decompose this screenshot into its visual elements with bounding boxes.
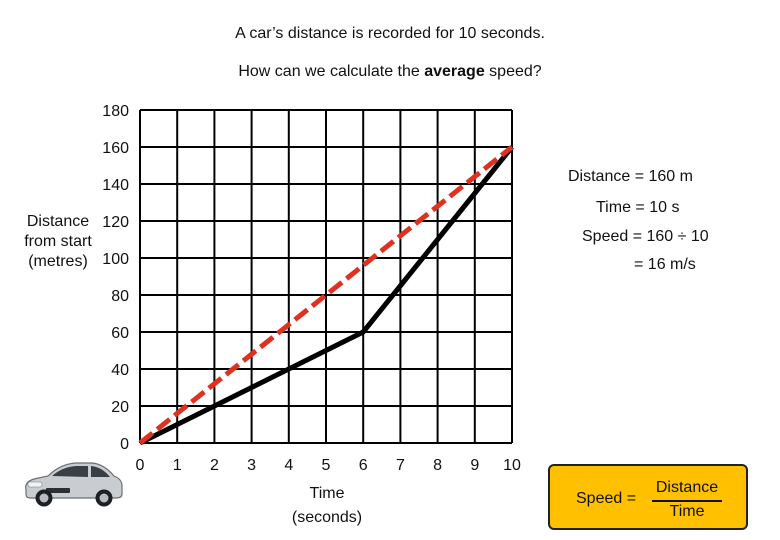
speed-formula-box: Speed = Distance Time [548, 464, 748, 530]
title-line-2: How can we calculate the average speed? [0, 63, 780, 81]
x-tick-label-1: 1 [173, 457, 182, 474]
x-tick-label-2: 2 [210, 457, 219, 474]
chart-series [138, 145, 514, 446]
formula-denominator: Time [669, 503, 705, 520]
y-tick-label-6: 120 [102, 214, 129, 231]
title-text-before: How can we calculate the [238, 63, 425, 80]
y-tick-label-2: 40 [111, 362, 129, 379]
y-tick-label-3: 60 [111, 325, 129, 342]
formula-lhs: Speed = [576, 490, 637, 507]
y-tick-label-4: 80 [111, 288, 129, 305]
calc-result: = 16 m/s [634, 256, 696, 273]
title-text-after: speed? [484, 63, 542, 80]
y-tick-label-9: 180 [102, 103, 129, 120]
x-tick-label-7: 7 [396, 457, 405, 474]
x-tick-label-4: 4 [284, 457, 293, 474]
y-tick-label-8: 160 [102, 140, 129, 157]
y-tick-label-0: 0 [120, 436, 129, 453]
y-tick-label-7: 140 [102, 177, 129, 194]
x-tick-label-9: 9 [470, 457, 479, 474]
x-tick-label-5: 5 [322, 457, 331, 474]
x-tick-label-8: 8 [433, 457, 442, 474]
x-tick-label-10: 10 [503, 457, 521, 474]
title-line-1: A car’s distance is recorded for 10 seco… [235, 25, 545, 42]
series-line-dashed [138, 145, 514, 445]
x-tick-label-3: 3 [247, 457, 256, 474]
y-tick-label-5: 100 [102, 251, 129, 268]
formula-fraction-bar [652, 500, 722, 502]
y-tick-label-1: 20 [111, 399, 129, 416]
calc-distance: Distance = 160 m [568, 168, 693, 185]
x-tick-label-6: 6 [359, 457, 368, 474]
car-icon [25, 462, 123, 507]
chart-grid [139, 109, 513, 444]
calc-speed: Speed = 160 ÷ 10 [582, 228, 709, 245]
formula-numerator: Distance [655, 479, 719, 496]
x-tick-label-0: 0 [136, 457, 145, 474]
title-bold-word: average [424, 63, 485, 80]
y-axis-label: Distance from start (metres) [24, 213, 92, 270]
x-axis-label: Time (seconds) [291, 485, 363, 526]
calc-time: Time = 10 s [596, 199, 680, 216]
